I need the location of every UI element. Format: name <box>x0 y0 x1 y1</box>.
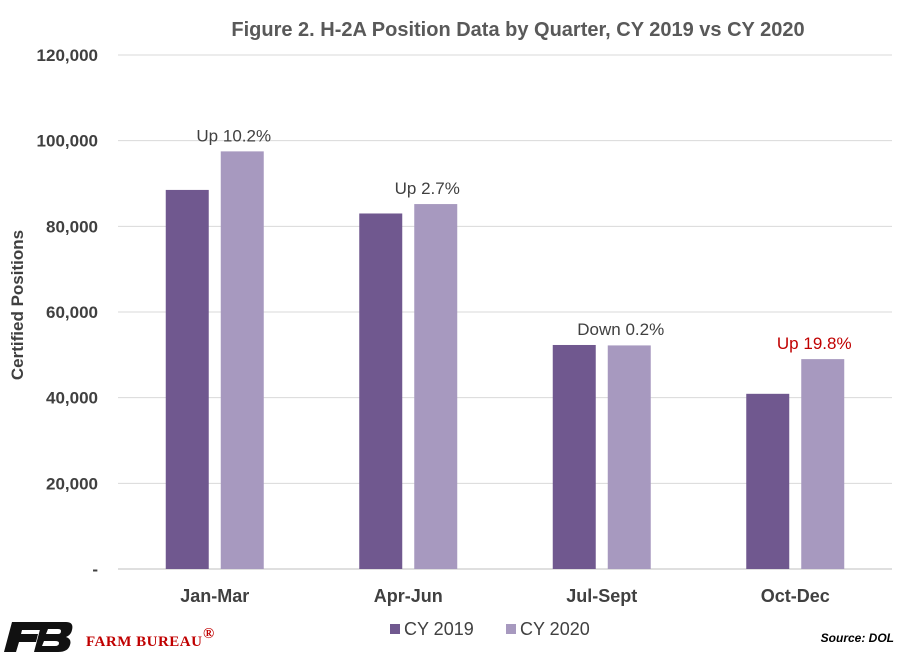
y-tick-label: 80,000 <box>46 217 98 236</box>
bar-cy-2019 <box>165 189 209 570</box>
bar-cy-2020 <box>220 151 264 569</box>
bar-annotations: Up 10.2% Up 2.7% Down 0.2% Up 19.8% <box>196 126 851 353</box>
legend-label: CY 2019 <box>404 619 474 639</box>
x-tick-label: Apr-Jun <box>374 586 443 606</box>
y-tick-label: 20,000 <box>46 474 98 493</box>
y-tick-label: 100,000 <box>37 132 98 151</box>
bars <box>165 151 845 570</box>
source-note: Source: DOL <box>821 631 894 645</box>
bar-cy-2020 <box>607 345 651 569</box>
y-axis-ticks: - 20,000 40,000 60,000 80,000 100,000 120,000 <box>37 46 98 579</box>
legend: CY 2019 CY 2020 <box>390 619 590 639</box>
x-tick-label: Jan-Mar <box>180 586 249 606</box>
bar-cy-2020 <box>801 359 845 569</box>
bar-cy-2020 <box>414 204 458 569</box>
y-tick-label: 40,000 <box>46 389 98 408</box>
x-axis-ticks: Jan-Mar Apr-Jun Jul-Sept Oct-Dec <box>180 586 830 606</box>
farm-bureau-logo: FARM BUREAU ® <box>4 622 215 652</box>
annotation-label: Up 19.8% <box>777 334 852 353</box>
y-tick-label: - <box>92 560 98 579</box>
legend-label: CY 2020 <box>520 619 590 639</box>
y-axis-label: Certified Positions <box>8 230 27 380</box>
y-tick-label: 120,000 <box>37 46 98 65</box>
bar-cy-2019 <box>552 344 596 569</box>
x-tick-label: Jul-Sept <box>566 586 637 606</box>
brand-trademark: ® <box>203 626 215 642</box>
legend-swatch <box>506 624 516 634</box>
annotation-label: Up 10.2% <box>196 126 271 145</box>
annotation-label: Down 0.2% <box>577 320 664 339</box>
y-tick-label: 60,000 <box>46 303 98 322</box>
chart-title: Figure 2. H-2A Position Data by Quarter,… <box>231 19 804 41</box>
fb-logo-icon <box>4 622 73 652</box>
legend-swatch <box>390 624 400 634</box>
bar-cy-2019 <box>359 213 403 569</box>
bar-cy-2019 <box>746 393 790 569</box>
x-tick-label: Oct-Dec <box>761 586 830 606</box>
brand-name: FARM BUREAU <box>86 634 202 650</box>
annotation-label: Up 2.7% <box>395 179 460 198</box>
